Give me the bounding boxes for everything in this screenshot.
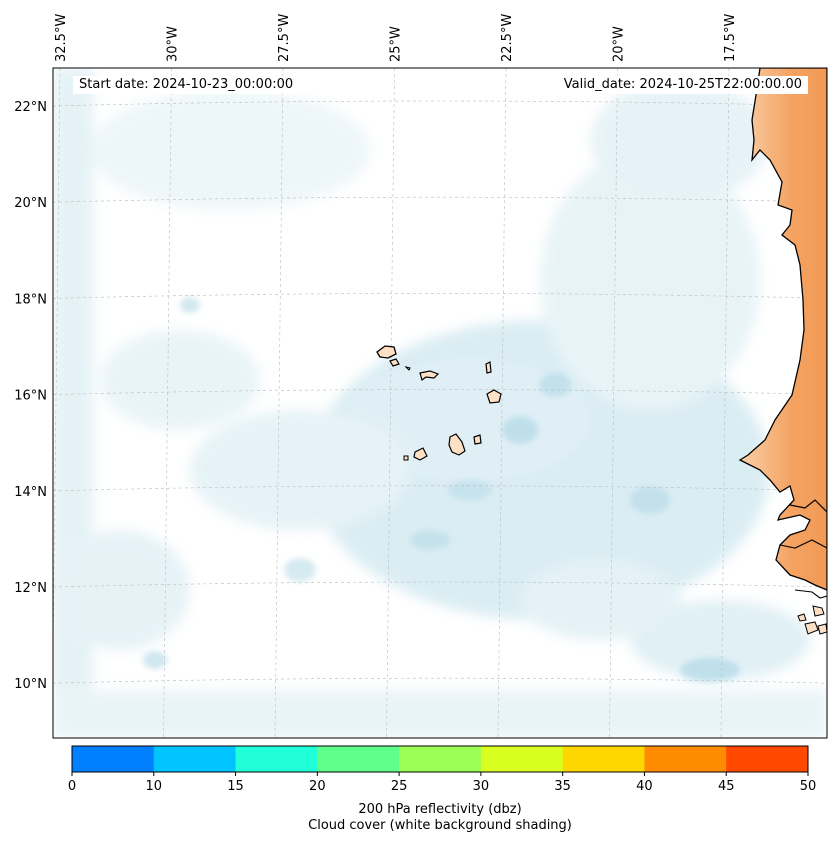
colorbar-segment — [153, 746, 237, 772]
meridian-line — [720, 68, 730, 738]
parallel-line — [53, 389, 827, 395]
cloud-cover-shading — [53, 68, 827, 738]
colorbar-tick-label: 20 — [309, 779, 326, 794]
latitude-label: 22°N — [14, 100, 47, 115]
latitude-label: 20°N — [14, 196, 47, 211]
colorbar-segment — [399, 746, 482, 772]
island-brava — [403, 455, 409, 461]
map-frame — [52, 67, 828, 739]
latitude-label: 14°N — [14, 485, 47, 500]
meridian-line — [386, 68, 395, 738]
island-santa-luzia — [404, 366, 411, 371]
colorbar-tick-label: 15 — [227, 779, 244, 794]
parallel-line — [53, 485, 827, 492]
longitude-label: 30°W — [166, 26, 181, 62]
colorbar-tick-label: 50 — [800, 779, 817, 794]
latitude-labels: 22°N 20°N 18°N 16°N 14°N 12°N 10°N — [14, 100, 47, 692]
longitude-label: 22.5°W — [500, 14, 515, 62]
colorbar-tick-label: 35 — [554, 779, 571, 794]
colorbar-segment — [644, 746, 727, 772]
land-area — [738, 68, 827, 591]
meridian-line — [163, 68, 172, 738]
start-date-label: Start date: 2024-10-23_00:00:00 — [73, 76, 300, 94]
valid-date-label: Valid_date: 2024-10-25T22:00:00.00 — [557, 76, 808, 94]
longitude-labels: 32.5°W 30°W 27.5°W 25°W 22.5°W 20°W 17.5°W — [54, 14, 738, 62]
parallel-line — [53, 100, 827, 107]
colorbar-segment — [317, 746, 400, 772]
latitude-label: 12°N — [14, 581, 47, 596]
longitude-label: 32.5°W — [54, 14, 69, 62]
parallel-line — [53, 581, 827, 588]
colorbar-tick-label: 40 — [636, 779, 653, 794]
longitude-label: 20°W — [612, 26, 627, 62]
colorbar-segment — [235, 746, 318, 772]
colorbar-tick-label: 0 — [68, 779, 76, 794]
colorbar-segment — [562, 746, 645, 772]
colorbar-frame — [71, 745, 809, 773]
cape-verde-islands — [376, 345, 502, 461]
island-sao-nicolau — [419, 370, 440, 382]
latitude-label: 18°N — [14, 292, 47, 307]
meridian-line — [497, 68, 507, 738]
colorbar-label: 200 hPa reflectivity (dbz) — [358, 802, 522, 817]
island-santo-antao — [376, 345, 397, 359]
latitude-label: 10°N — [14, 677, 47, 692]
colorbar-tick-label: 30 — [473, 779, 490, 794]
longitude-label: 27.5°W — [277, 14, 292, 62]
island-maio — [473, 434, 482, 445]
parallel-line — [53, 677, 827, 684]
colorbar-segment — [726, 746, 809, 772]
island-boa-vista — [486, 389, 502, 404]
island-sao-vicente — [389, 358, 400, 367]
west-africa-coast — [738, 68, 827, 635]
meridian-line — [274, 68, 284, 738]
island-fogo — [413, 447, 428, 461]
colorbar-tick-label: 10 — [146, 779, 163, 794]
colorbar: 0 10 15 20 25 30 35 40 45 50 — [68, 745, 817, 794]
colorbar-tick-label: 25 — [391, 779, 408, 794]
latitude-label: 16°N — [14, 389, 47, 404]
parallel-line — [53, 196, 827, 203]
longitude-label: 17.5°W — [723, 14, 738, 62]
parallel-line — [53, 293, 827, 299]
island-santiago — [448, 433, 466, 456]
colorbar-segment — [72, 746, 155, 772]
island-sal — [485, 361, 492, 374]
colorbar-sublabel: Cloud cover (white background shading) — [308, 818, 572, 833]
meridian-line — [609, 68, 618, 738]
colorbar-tick-label: 45 — [718, 779, 735, 794]
colorbar-segment — [480, 746, 564, 772]
longitude-label: 25°W — [389, 26, 404, 62]
